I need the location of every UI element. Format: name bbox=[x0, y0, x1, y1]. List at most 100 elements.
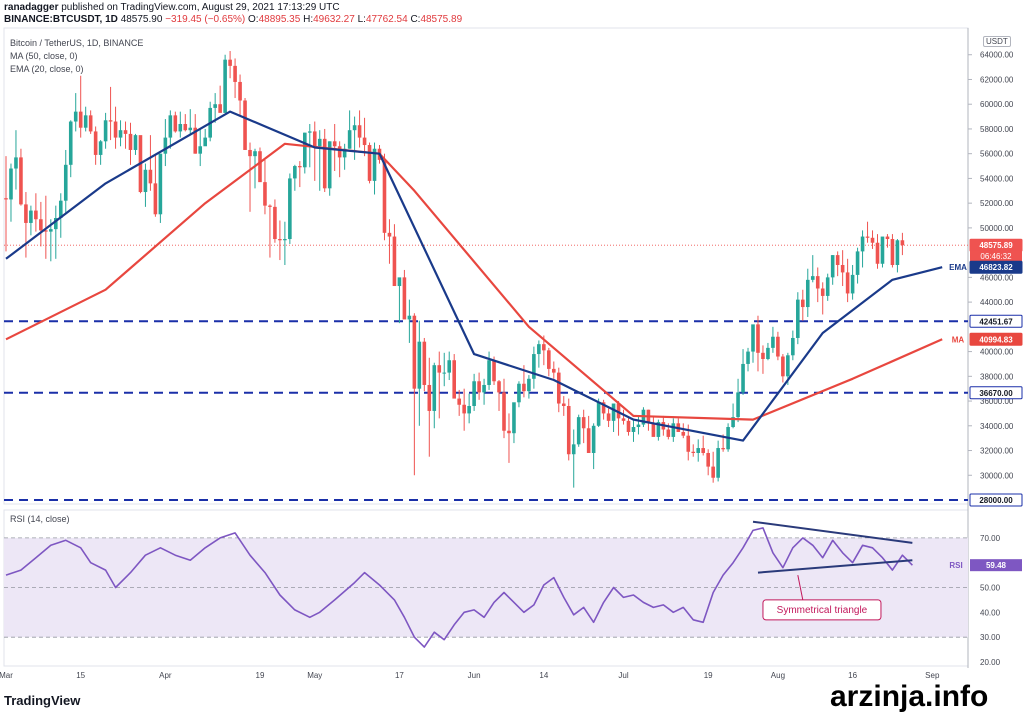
ma-tag: MA bbox=[952, 335, 965, 344]
candle-body bbox=[422, 341, 427, 385]
ma-legend[interactable]: MA (50, close, 0) bbox=[10, 51, 78, 61]
candle-body bbox=[850, 274, 855, 294]
candle-body bbox=[412, 315, 417, 389]
candle-body bbox=[457, 398, 461, 405]
time-tick-label: 19 bbox=[704, 671, 713, 680]
candle-body bbox=[830, 255, 835, 278]
candle-body bbox=[751, 324, 755, 352]
ema-tag: EMA bbox=[949, 263, 967, 272]
rsi-value-box bbox=[970, 559, 1022, 572]
ma-value-tag-box bbox=[969, 332, 1023, 346]
countdown-box bbox=[970, 251, 1022, 263]
candle-body bbox=[900, 240, 905, 246]
publish-info: ranadagger published on TradingView.com,… bbox=[4, 2, 340, 14]
candle-body bbox=[686, 435, 691, 452]
candle-body bbox=[796, 299, 800, 338]
candle-body bbox=[44, 230, 48, 232]
candle-body bbox=[711, 466, 715, 478]
price-tick-label: 64000.00 bbox=[980, 51, 1014, 60]
rsi-tick-label: 20.00 bbox=[980, 658, 1001, 667]
time-tick-label: 14 bbox=[539, 671, 548, 680]
candle-body bbox=[108, 120, 113, 122]
candle-body bbox=[298, 166, 302, 168]
triangle-trendline bbox=[757, 559, 913, 574]
publish-date: published on TradingView.com, August 29,… bbox=[61, 2, 340, 13]
candle-body bbox=[855, 251, 860, 275]
annotation-label: Symmetrical triangle bbox=[777, 605, 868, 616]
time-tick-label: Jun bbox=[468, 671, 481, 680]
time-tick-label: 19 bbox=[256, 671, 265, 680]
candle-body bbox=[342, 148, 347, 158]
candle-body bbox=[372, 148, 377, 181]
candle-body bbox=[880, 236, 885, 264]
annotation-pointer bbox=[797, 575, 804, 600]
level-price-tag-box bbox=[969, 314, 1023, 328]
rsi-tag: RSI bbox=[949, 561, 962, 570]
tradingview-brand: TradingView bbox=[4, 693, 81, 708]
countdown-tag: 06:46:32 bbox=[980, 252, 1012, 261]
candle-body bbox=[253, 151, 257, 157]
candle-body bbox=[243, 100, 247, 150]
ohlc-bar: BINANCE:BTCUSDT, 1D 48575.90 −319.45 (−0… bbox=[4, 14, 462, 26]
high-label: H: bbox=[303, 14, 314, 25]
candle-body bbox=[332, 141, 337, 147]
ema20-line bbox=[5, 110, 943, 442]
candle-body bbox=[621, 418, 626, 421]
rsi-tick-label: 50.00 bbox=[980, 584, 1001, 593]
level-price-tag: 42451.67 bbox=[979, 317, 1013, 326]
rsi-legend[interactable]: RSI (14, close) bbox=[10, 514, 70, 524]
candle-body bbox=[49, 229, 53, 232]
time-tick-label: 16 bbox=[848, 671, 857, 680]
candle-body bbox=[671, 423, 676, 437]
candle-body bbox=[601, 402, 606, 414]
candle-body bbox=[875, 242, 880, 264]
candle-body bbox=[776, 336, 780, 357]
candle-body bbox=[781, 356, 785, 377]
candle-body bbox=[681, 431, 686, 436]
currency-button[interactable]: USDT bbox=[983, 36, 1011, 47]
author-name[interactable]: ranadagger bbox=[4, 2, 59, 13]
candle-body bbox=[576, 417, 581, 445]
candle-body bbox=[507, 430, 511, 434]
price-tick-label: 40000.00 bbox=[980, 348, 1014, 357]
candle-body bbox=[741, 363, 745, 393]
candle-body bbox=[477, 381, 481, 393]
candle-body bbox=[542, 344, 546, 351]
rsi-tick-label: 30.00 bbox=[980, 633, 1001, 642]
high-value: 49632.27 bbox=[313, 14, 355, 25]
candle-body bbox=[651, 423, 656, 437]
candle-body bbox=[696, 448, 701, 453]
candle-body bbox=[472, 381, 476, 406]
candle-body bbox=[288, 178, 292, 240]
candle-body bbox=[118, 130, 123, 138]
candle-body bbox=[766, 347, 770, 359]
candle-body bbox=[337, 146, 342, 158]
price-tick-label: 36000.00 bbox=[980, 397, 1014, 406]
candle-body bbox=[547, 350, 551, 369]
level-price-tag: 36670.00 bbox=[979, 389, 1013, 398]
candle-body bbox=[462, 404, 466, 414]
price-pane bbox=[3, 27, 969, 505]
candle-body bbox=[801, 299, 805, 308]
price-tick-label: 30000.00 bbox=[980, 471, 1014, 480]
price-tick-label: 52000.00 bbox=[980, 199, 1014, 208]
candle-body bbox=[387, 232, 392, 237]
candle-body bbox=[591, 425, 596, 453]
candle-body bbox=[890, 239, 895, 265]
candle-body bbox=[771, 336, 775, 348]
ma50-line bbox=[5, 142, 943, 421]
ema-legend[interactable]: EMA (20, close, 0) bbox=[10, 64, 84, 74]
candle-body bbox=[228, 59, 232, 66]
candle-body bbox=[552, 368, 556, 373]
candle-body bbox=[706, 453, 710, 467]
last-price: 48575.90 bbox=[120, 14, 163, 25]
candle-body bbox=[233, 65, 237, 82]
candle-body bbox=[54, 218, 58, 230]
candle-body bbox=[223, 59, 227, 113]
open-label: O: bbox=[248, 14, 259, 25]
candle-body bbox=[805, 279, 810, 308]
candle-body bbox=[786, 355, 790, 377]
candle-body bbox=[293, 166, 297, 179]
candle-body bbox=[34, 210, 38, 220]
